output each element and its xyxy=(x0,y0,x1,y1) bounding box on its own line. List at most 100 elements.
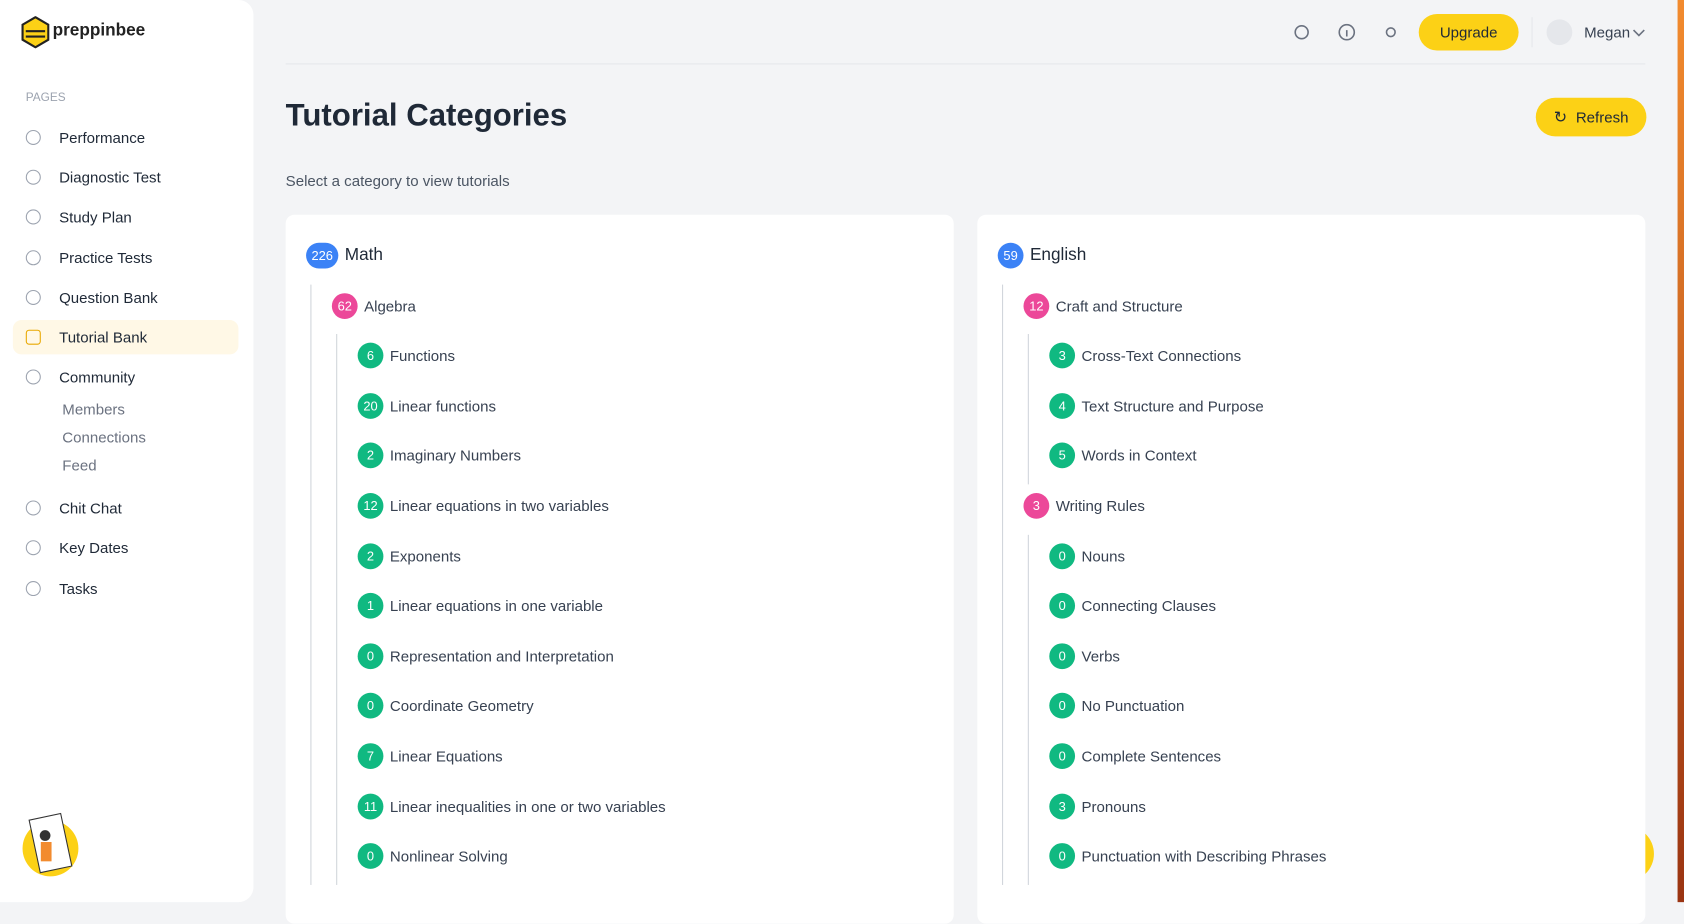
category-row[interactable]: 7 Linear Equations xyxy=(357,743,503,769)
category-row[interactable]: 12 Linear equations in two variables xyxy=(357,492,609,519)
category-name: Complete Sentences xyxy=(1081,747,1222,765)
nav-label: Practice Tests xyxy=(59,248,153,266)
sub-nav-item[interactable]: Members xyxy=(62,400,125,418)
category-name: Writing Rules xyxy=(1055,497,1145,515)
divider xyxy=(1531,17,1533,48)
category-name: Connecting Clauses xyxy=(1081,597,1217,615)
category-row[interactable]: 5 Words in Context xyxy=(1049,442,1197,469)
category-row[interactable]: 0 Nonlinear Solving xyxy=(357,843,508,870)
category-row[interactable]: 0 Complete Sentences xyxy=(1049,743,1221,769)
sidebar: preppinbee PAGES Performance Diagnostic T… xyxy=(0,0,254,903)
category-row[interactable]: 3 Writing Rules xyxy=(1023,492,1145,519)
nav-icon xyxy=(25,169,41,185)
category-row[interactable]: 20 Linear functions xyxy=(357,392,496,419)
header-divider xyxy=(285,63,1646,65)
nav-item[interactable]: Tutorial Bank xyxy=(12,320,239,355)
category-row[interactable]: 11 Linear inequalities in one or two vari… xyxy=(357,793,666,820)
category-row[interactable]: 0 Representation and Interpretation xyxy=(357,643,614,669)
user-name[interactable]: Megan xyxy=(1584,23,1631,41)
logo xyxy=(21,16,50,49)
category-row[interactable]: 0 Coordinate Geometry xyxy=(357,693,534,719)
count-badge: 0 xyxy=(1049,593,1076,619)
category-name: Representation and Interpretation xyxy=(389,647,614,665)
tree-line xyxy=(1027,334,1029,485)
count-badge: 3 xyxy=(1023,492,1050,519)
category-name: Coordinate Geometry xyxy=(389,697,534,715)
header-icons xyxy=(1294,23,1396,41)
category-card: 226 Math 62 Algebra 6 Functions 20 Linear funct… xyxy=(285,214,954,924)
count-badge: 59 xyxy=(997,242,1024,269)
count-badge: 6 xyxy=(357,342,384,369)
count-badge: 0 xyxy=(1049,643,1076,669)
category-name: Linear Equations xyxy=(389,747,503,765)
category-row[interactable]: 1 Linear equations in one variable xyxy=(357,593,604,619)
category-name: Text Structure and Purpose xyxy=(1081,397,1264,415)
tree-line xyxy=(310,284,312,885)
category-row[interactable]: 2 Imaginary Numbers xyxy=(357,442,522,469)
nav-item[interactable]: Question Bank xyxy=(13,280,239,314)
chevron xyxy=(1632,29,1645,37)
category-name: Linear equations in one variable xyxy=(389,597,604,615)
category-row[interactable]: 0 Verbs xyxy=(1049,643,1120,669)
nav-label: Chit Chat xyxy=(59,499,122,517)
nav-item[interactable]: Key Dates xyxy=(13,531,239,565)
count-badge: 7 xyxy=(357,743,384,769)
count-badge: 62 xyxy=(331,292,358,319)
category-row[interactable]: 0 Punctuation with Describing Phrases xyxy=(1049,843,1326,870)
category-row[interactable]: 4 Text Structure and Purpose xyxy=(1049,392,1264,419)
nav-icon xyxy=(25,329,41,345)
nav-label: Community xyxy=(59,368,136,386)
sub-nav-item[interactable]: Feed xyxy=(62,456,97,474)
category-row[interactable]: 59 English xyxy=(997,242,1086,269)
count-badge: 0 xyxy=(1049,843,1076,870)
category-row[interactable]: 6 Functions xyxy=(357,342,456,369)
nav-item[interactable]: Tasks xyxy=(13,571,239,605)
category-row[interactable]: 0 Nouns xyxy=(1049,542,1125,569)
count-badge: 4 xyxy=(1049,392,1076,419)
count-badge: 0 xyxy=(1049,743,1076,769)
category-name: Pronouns xyxy=(1081,797,1146,815)
tree-line xyxy=(1002,284,1004,885)
refresh-button[interactable]: ↻ Refresh xyxy=(1535,97,1647,137)
category-name: Exponents xyxy=(389,547,461,565)
category-name: Linear inequalities in one or two variab… xyxy=(389,797,666,815)
category-row[interactable]: 0 No Punctuation xyxy=(1049,693,1184,719)
category-row[interactable]: 3 Pronouns xyxy=(1049,793,1146,820)
nav-icon xyxy=(25,369,41,385)
category-name: Imaginary Numbers xyxy=(389,447,522,465)
count-badge: 2 xyxy=(357,442,384,469)
count-badge: 5 xyxy=(1049,442,1076,469)
category-row[interactable]: 3 Cross-Text Connections xyxy=(1049,342,1241,369)
avatar[interactable] xyxy=(1546,19,1573,46)
nav-item[interactable]: Practice Tests xyxy=(13,240,239,274)
category-row[interactable]: 12 Craft and Structure xyxy=(1023,292,1183,319)
count-badge: 0 xyxy=(1049,542,1076,569)
category-row[interactable]: 2 Exponents xyxy=(357,542,461,569)
nav-item[interactable]: Performance xyxy=(13,120,239,154)
page-title: Tutorial Categories xyxy=(285,98,568,134)
count-badge: 2 xyxy=(357,542,384,569)
category-name: No Punctuation xyxy=(1081,697,1185,715)
category-name: Functions xyxy=(389,347,456,365)
sub-nav-item[interactable]: Connections xyxy=(62,428,146,446)
nav-icon xyxy=(25,500,41,516)
nav-label: Performance xyxy=(59,128,146,147)
count-badge: 12 xyxy=(1023,292,1050,319)
nav-icon xyxy=(25,580,41,596)
nav-label: Tasks xyxy=(59,579,98,597)
nav-icon xyxy=(25,209,41,225)
nav-item[interactable]: Chit Chat xyxy=(13,491,239,525)
count-badge: 3 xyxy=(1049,342,1076,369)
upgrade-button[interactable]: Upgrade xyxy=(1418,13,1519,51)
nav-item[interactable]: Study Plan xyxy=(13,200,239,234)
category-row[interactable]: 62 Algebra xyxy=(331,292,416,319)
nav-item[interactable]: Diagnostic Test xyxy=(13,160,239,194)
nav-label: Key Dates xyxy=(59,539,129,557)
count-badge: 1 xyxy=(357,593,384,619)
nav-item[interactable]: Community xyxy=(13,360,239,394)
category-row[interactable]: 226 Math xyxy=(306,242,383,269)
count-badge: 0 xyxy=(357,843,384,870)
category-row[interactable]: 0 Connecting Clauses xyxy=(1049,593,1216,619)
count-badge: 226 xyxy=(306,242,339,269)
